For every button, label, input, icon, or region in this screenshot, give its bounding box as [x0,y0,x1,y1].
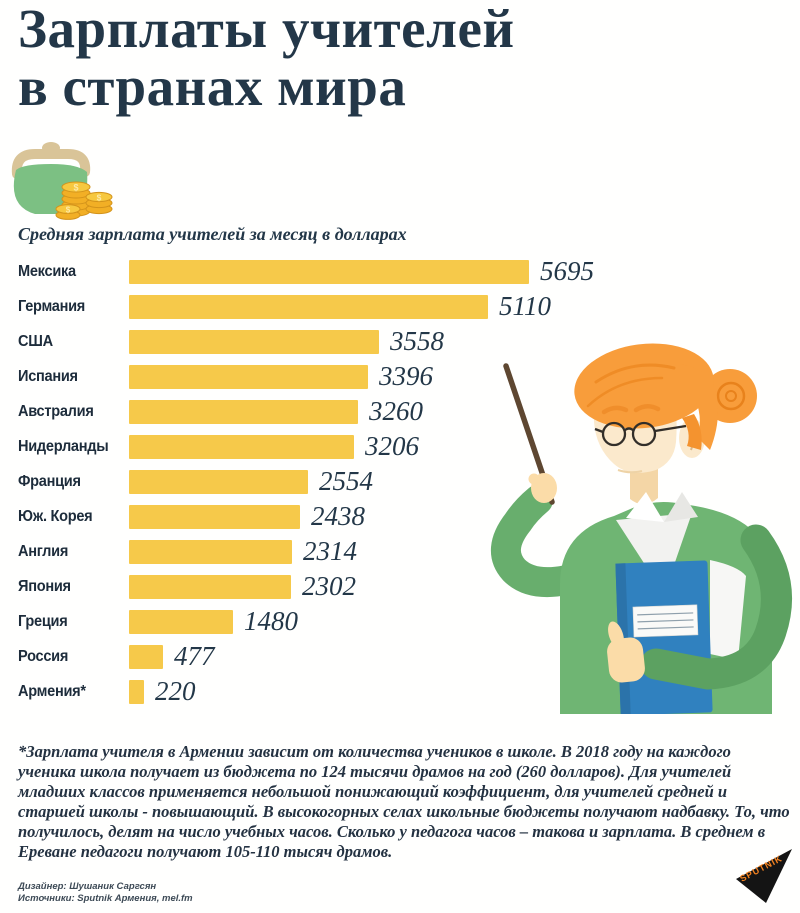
bar-value: 2314 [303,536,357,566]
bar [129,679,144,704]
bar-row: Мексика 5695 [18,254,782,289]
bar [129,259,529,284]
bar-row: Испания 3396 [18,359,782,394]
bar-row: Нидерланды 3206 [18,429,782,464]
credits: Дизайнер: Шушаник Саргсян Источники: Spu… [18,881,193,905]
bar-value: 2438 [311,501,365,531]
chart-subtitle: Средняя зарплата учителей за месяц в дол… [18,224,407,244]
holding-arm [640,524,792,690]
bar-label: Россия [18,647,69,665]
bar-row: США 3558 [18,324,782,359]
sputnik-logo-svg: SPUTNIK [736,849,792,903]
bar [129,469,308,494]
glasses-icon [594,421,687,447]
eyebrow [633,404,661,413]
collar [664,492,698,522]
bar-label: Англия [18,542,69,560]
raised-arm [491,485,603,597]
bar-row: Англия 2314 [18,534,782,569]
holding-hand [607,637,645,683]
bar-value: 3558 [390,326,444,356]
page-title: Зарплаты учителей в странах мира [18,0,515,116]
bar [129,504,300,529]
sputnik-logo: SPUTNIK [708,841,800,907]
bar-value: 3396 [379,361,433,391]
collar [626,492,664,522]
coin-dollar-glyph: $ [97,193,102,203]
bar-row: Австралия 3260 [18,394,782,429]
purse-coins-icon-svg: $ $ $ [11,142,113,220]
thumb [608,621,624,649]
bar-label: Мексика [18,262,76,280]
coin-dollar-glyph: $ [66,206,71,215]
bar-label: Испания [18,367,78,385]
bar-value: 477 [174,641,215,671]
bar-value: 3206 [365,431,419,461]
hair-side [680,364,718,450]
credit-sources: Источники: Sputnik Армения, mel.fm [18,893,193,904]
bar-row: Япония 2302 [18,569,782,604]
bar-row: Юж. Корея 2438 [18,499,782,534]
purse-coins-icon: $ $ $ [10,140,116,220]
bar-value: 2554 [319,466,373,496]
bar-row: Греция 1480 [18,604,782,639]
bar [129,329,379,354]
teacher-illustration [468,322,800,716]
bar [129,644,163,669]
teacher-illustration-svg [491,343,792,716]
bar-value: 2302 [302,571,356,601]
bar-value: 3260 [369,396,423,426]
bar [129,609,233,634]
bar-value: 1480 [244,606,298,636]
bar [129,539,292,564]
bar-row: Франция 2554 [18,464,782,499]
bar-value: 220 [155,676,196,706]
bar-label: Юж. Корея [18,507,93,525]
bar-label: Нидерланды [18,437,109,455]
bar-label: США [18,332,53,350]
bar-label: Япония [18,577,71,595]
bar [129,434,354,459]
bar-chart: Мексика 5695 Германия 5110 США 3558 Испа… [18,254,782,709]
bar-row: Россия 477 [18,639,782,674]
shirt [616,513,692,594]
bar-label: Германия [18,297,86,315]
coin-dollar-glyph: $ [73,183,78,193]
eyebrow [601,405,629,415]
book [615,560,713,716]
bar-value: 5695 [540,256,594,286]
title-line-1: Зарплаты учителей [18,0,515,59]
bar-value: 5110 [499,291,551,321]
bar-label: Австралия [18,402,94,420]
title-line-2: в странах мира [18,56,407,117]
bar [129,574,291,599]
bar-label: Армения* [18,682,86,700]
bar [129,364,368,389]
bar-row: Армения* 220 [18,674,782,709]
credit-designer: Дизайнер: Шушаник Саргсян [18,881,157,892]
bar-row: Германия 5110 [18,289,782,324]
bar-label: Греция [18,612,68,630]
footnote-text: *Зарплата учителя в Армении зависит от к… [18,742,790,861]
bar [129,399,358,424]
bar [129,294,488,319]
bar-label: Франция [18,472,81,490]
logo-triangle [736,849,792,903]
